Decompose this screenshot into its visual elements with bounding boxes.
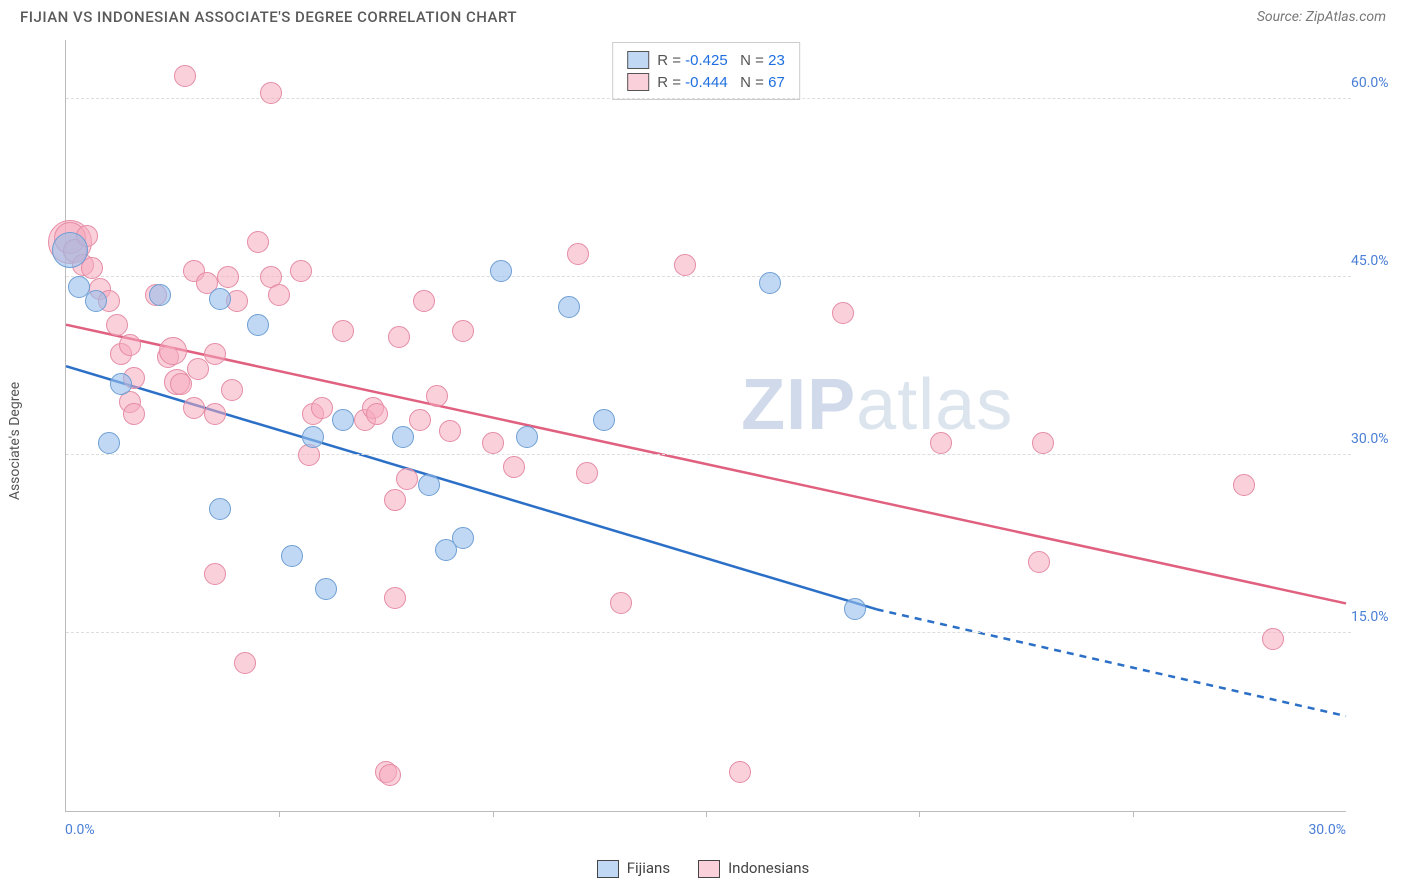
indonesian-point [413,290,435,312]
indonesian-point [388,326,410,348]
fijian-point [759,272,781,294]
fijian-point [52,232,88,268]
fijian-point [418,474,440,496]
indonesian-point [729,761,751,783]
indonesian-point [439,420,461,442]
indonesian-point [204,563,226,585]
plot-region: ZIPatlas R = -0.425 N = 23 R = -0.444 N =… [65,40,1346,812]
indonesian-point [426,385,448,407]
indonesian-point [332,320,354,342]
fijian-point [844,598,866,620]
gridline [66,98,1351,99]
indonesian-point [832,302,854,324]
indonesian-point [174,65,196,87]
fijian-point [593,409,615,431]
indonesian-point [1262,628,1284,650]
indonesian-point [384,489,406,511]
indonesian-point [379,764,401,786]
indonesian-point [204,343,226,365]
fijian-point [209,498,231,520]
gridline [66,276,1351,277]
indonesian-point [576,462,598,484]
indonesian-point [170,373,192,395]
y-tick-label: 60.0% [1351,75,1401,91]
x-tick [706,811,707,817]
indonesian-point [260,82,282,104]
fijian-point [247,314,269,336]
watermark: ZIPatlas [741,364,1013,446]
indonesian-point [384,587,406,609]
indonesian-point [1032,432,1054,454]
legend-stat-row: R = -0.444 N = 67 [627,71,785,93]
legend-stat-text: R = -0.444 N = 67 [657,74,785,91]
indonesian-point [1233,474,1255,496]
fijian-point [85,290,107,312]
fijian-point [315,578,337,600]
indonesian-point [610,592,632,614]
fijian-point [516,426,538,448]
indonesian-point [247,231,269,253]
trend-lines [66,40,1346,811]
x-tick-max: 30.0% [1308,822,1346,838]
source-label: Source: ZipAtlas.com [1257,9,1386,25]
indonesian-point [217,266,239,288]
indonesian-point [396,468,418,490]
fijian-point [302,426,324,448]
x-tick [1133,811,1134,817]
y-tick-label: 45.0% [1351,253,1401,269]
stats-legend: R = -0.425 N = 23 R = -0.444 N = 67 [612,42,800,100]
indonesian-point [159,337,187,365]
legend-swatch-pink [627,73,649,91]
indonesian-point [221,379,243,401]
x-tick-min: 0.0% [65,822,95,838]
indonesian-point [204,403,226,425]
fijian-point [209,288,231,310]
y-tick-label: 15.0% [1351,609,1401,625]
gridline [66,454,1351,455]
indonesian-point [183,397,205,419]
legend-swatch-blue [597,860,619,878]
indonesian-point [503,456,525,478]
indonesian-point [234,652,256,674]
fijian-point [332,409,354,431]
legend-swatch-pink [698,860,720,878]
indonesian-point [452,320,474,342]
fijian-point [149,284,171,306]
chart-area: Associate's Degree ZIPatlas R = -0.425 N… [20,40,1386,842]
indonesian-point [123,403,145,425]
indonesian-point [366,403,388,425]
indonesian-point [311,397,333,419]
fijian-point [558,296,580,318]
y-axis-label: Associate's Degree [7,382,23,500]
gridline [66,632,1351,633]
chart-title: FIJIAN VS INDONESIAN ASSOCIATE'S DEGREE … [20,8,517,26]
legend-swatch-blue [627,51,649,69]
indonesian-point [119,334,141,356]
indonesian-point [482,432,504,454]
fijian-point [452,527,474,549]
fijian-point [490,260,512,282]
indonesian-point [567,243,589,265]
indonesian-point [674,254,696,276]
fijian-point [392,426,414,448]
indonesian-point [106,314,128,336]
legend-stat-row: R = -0.425 N = 23 [627,49,785,71]
legend-stat-text: R = -0.425 N = 23 [657,52,785,69]
fijian-point [98,432,120,454]
indonesian-point [290,260,312,282]
series-legend: Fijians Indonesians [0,859,1406,878]
indonesian-point [268,284,290,306]
fijian-point [281,545,303,567]
x-tick [279,811,280,817]
fijian-point [110,373,132,395]
chart-header: FIJIAN VS INDONESIAN ASSOCIATE'S DEGREE … [0,0,1406,30]
y-tick-label: 30.0% [1351,431,1401,447]
indonesian-point [409,409,431,431]
x-tick [493,811,494,817]
series-legend-item: Fijians [597,859,670,878]
x-tick [919,811,920,817]
indonesian-point [930,432,952,454]
series-legend-item: Indonesians [698,859,809,878]
indonesian-point [1028,551,1050,573]
